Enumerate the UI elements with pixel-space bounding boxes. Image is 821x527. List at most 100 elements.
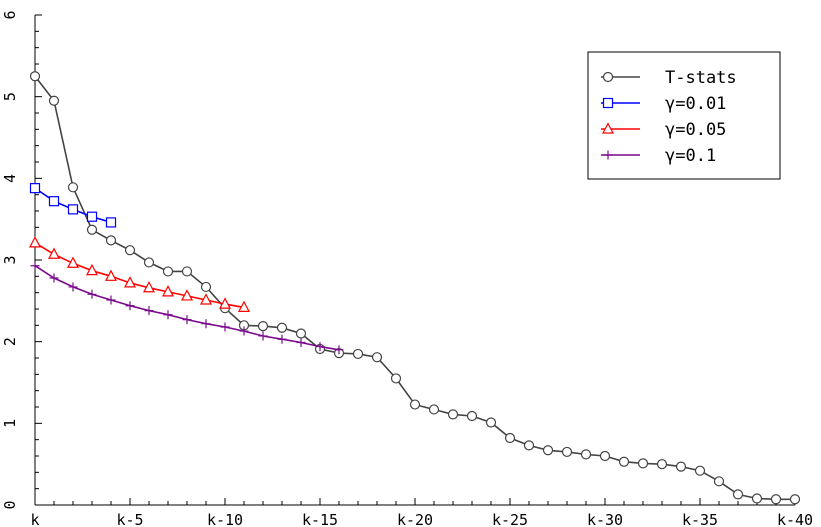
x-tick-label: k-30: [587, 511, 623, 527]
data-point: [29, 71, 41, 82]
data-point: [143, 280, 155, 293]
data-point: [603, 150, 613, 160]
data-point: [257, 321, 269, 332]
y-tick-label: 2: [1, 337, 19, 346]
legend-label: T-stats: [665, 68, 737, 88]
data-point: [86, 263, 98, 276]
x-tick-label: k: [30, 511, 39, 527]
y-tick-label: 0: [1, 500, 19, 509]
series-1: [29, 183, 117, 228]
data-point: [295, 328, 307, 339]
data-point: [67, 204, 79, 215]
data-point: [447, 409, 459, 420]
data-point: [143, 257, 155, 268]
data-point: [106, 295, 116, 305]
data-point: [125, 301, 135, 311]
data-point: [182, 315, 192, 325]
y-tick-label: 4: [1, 174, 19, 183]
data-point: [105, 269, 117, 281]
plot-area: [29, 71, 801, 505]
series-3: [30, 261, 344, 355]
data-point: [86, 224, 98, 235]
data-point: [770, 494, 782, 505]
data-point: [162, 266, 174, 277]
data-point: [580, 449, 592, 460]
data-point: [602, 122, 614, 134]
data-point: [675, 461, 687, 472]
data-point: [238, 300, 250, 312]
data-point: [334, 345, 344, 355]
x-tick-label: k-40: [777, 511, 813, 527]
data-point: [390, 373, 402, 384]
data-point: [694, 465, 706, 476]
data-point: [315, 342, 325, 352]
data-point: [485, 417, 497, 428]
data-point: [144, 306, 154, 316]
data-point: [656, 459, 668, 470]
y-tick-label: 3: [1, 255, 19, 264]
legend-label: γ=0.1: [665, 146, 716, 166]
x-tick-label: k-5: [116, 511, 143, 527]
data-point: [68, 282, 78, 292]
data-point: [428, 404, 440, 415]
data-point: [277, 334, 287, 344]
x-tick-label: k-20: [397, 511, 433, 527]
legend-entry: T-stats: [601, 68, 737, 88]
series-2: [29, 236, 250, 312]
data-point: [523, 440, 535, 451]
data-point: [618, 456, 630, 467]
data-point: [352, 348, 364, 360]
data-point: [30, 261, 40, 271]
data-point: [713, 476, 725, 487]
data-point: [258, 331, 268, 341]
data-point: [219, 297, 231, 309]
data-point: [220, 322, 230, 332]
legend-entry: γ=0.05: [601, 120, 726, 140]
data-point: [602, 71, 614, 83]
data-point: [466, 410, 478, 422]
data-point: [49, 273, 59, 283]
x-tick-label: k-15: [302, 511, 338, 527]
data-point: [67, 256, 79, 268]
legend-entry: γ=0.01: [601, 94, 726, 114]
data-point: [599, 450, 611, 462]
y-tick-label: 1: [1, 419, 19, 428]
legend-box: [587, 51, 781, 180]
legend-label: γ=0.01: [665, 94, 726, 114]
data-point: [29, 236, 41, 248]
y-axis-ticks: 0 1 2 3 4 5 6: [1, 10, 42, 510]
data-point: [296, 337, 306, 347]
data-point: [124, 245, 136, 256]
data-point: [48, 196, 60, 207]
data-point: [371, 352, 383, 363]
data-point: [105, 217, 117, 228]
data-point: [29, 183, 41, 194]
x-tick-label: k-35: [682, 511, 718, 527]
data-point: [48, 247, 60, 259]
x-tick-label: k-25: [492, 511, 528, 527]
data-point: [200, 281, 212, 293]
y-tick-label: 5: [1, 92, 19, 101]
legend-label: γ=0.05: [665, 120, 726, 140]
data-point: [542, 445, 554, 456]
data-point: [87, 289, 97, 299]
data-point: [163, 310, 173, 320]
data-point: [67, 182, 79, 193]
data-point: [732, 489, 744, 500]
data-point: [409, 399, 421, 410]
data-point: [789, 494, 801, 505]
data-point: [201, 319, 211, 329]
series-line: [34, 242, 245, 309]
data-point: [602, 97, 614, 109]
data-point: [86, 211, 98, 222]
x-axis-ticks: k k-5 k-10 k-15 k-20 k-25 k-30 k-35 k-40: [30, 498, 813, 527]
data-point: [504, 432, 516, 444]
data-point: [162, 285, 174, 297]
y-tick-label: 6: [1, 10, 19, 19]
x-tick-label: k-10: [207, 511, 243, 527]
data-point: [124, 276, 136, 288]
data-point: [751, 493, 763, 504]
legend: T-stats γ=0.01 γ=0.05 γ=0.1: [587, 51, 781, 180]
data-point: [105, 235, 117, 246]
